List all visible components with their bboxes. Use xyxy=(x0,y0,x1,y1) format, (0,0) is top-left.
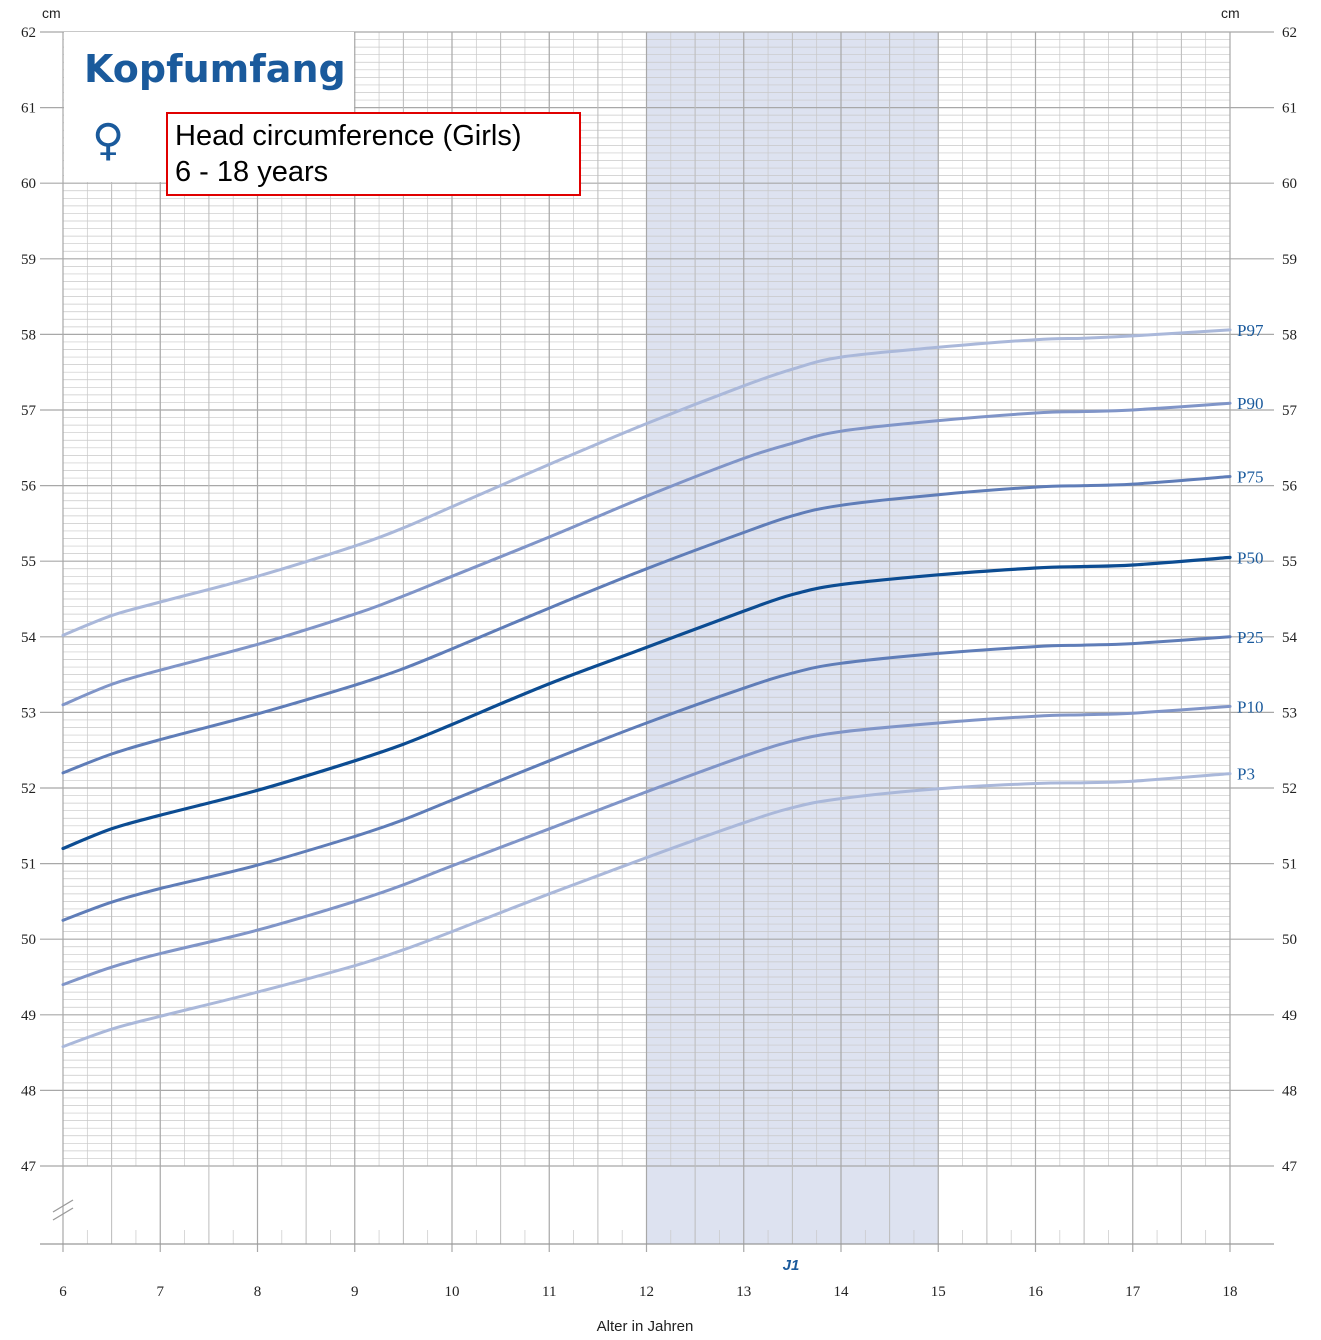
y-tick-label-left: 47 xyxy=(21,1159,37,1175)
percentile-labels: P97 P90 P75 P50 P25 P10 P3 xyxy=(1237,321,1264,784)
x-tick-labels: 6 7 8 9 10 11 12 13 14 15 16 17 18 xyxy=(59,1284,1237,1300)
y-tick-label-left: 50 xyxy=(21,932,36,948)
female-symbol-icon: ♀ xyxy=(92,115,124,166)
y-tick-label-right: 50 xyxy=(1282,932,1297,948)
y-tick-label-left: 54 xyxy=(21,630,37,646)
axis-break-mark xyxy=(52,1199,74,1213)
x-tick-label: 8 xyxy=(254,1284,262,1300)
y-tick-label-left: 49 xyxy=(21,1008,36,1024)
axes xyxy=(40,1199,1274,1245)
y-unit-left: cm xyxy=(42,5,61,21)
y-tick-label-left: 57 xyxy=(21,403,37,419)
y-tick-label-left: 58 xyxy=(21,327,36,343)
y-tick-label-right: 55 xyxy=(1282,554,1297,570)
y-tick-label-right: 57 xyxy=(1282,403,1298,419)
y-tick-label-right: 47 xyxy=(1282,1159,1298,1175)
y-tick-label-left: 59 xyxy=(21,252,36,268)
percentile-line-p97 xyxy=(61,328,1232,637)
x-tick-label: 16 xyxy=(1028,1284,1044,1300)
percentile-line-p75 xyxy=(61,475,1232,775)
x-tick-label: 11 xyxy=(542,1284,556,1300)
y-tick-label-left: 52 xyxy=(21,781,36,797)
major-grid xyxy=(40,31,1274,1252)
note-box xyxy=(166,112,581,196)
percentile-line-p3 xyxy=(61,772,1232,1049)
y-tick-label-right: 51 xyxy=(1282,857,1297,873)
percentile-line-p50 xyxy=(61,555,1232,851)
y-tick-labels: 47 47 48 48 49 49 50 50 51 51 52 52 53 53 54 54 55 55 56 56… xyxy=(21,25,1298,1175)
y-tick-label-left: 60 xyxy=(21,176,36,192)
x-tick-label: 17 xyxy=(1125,1284,1141,1300)
y-tick-label-left: 62 xyxy=(21,25,36,41)
y-tick-label-left: 53 xyxy=(21,705,36,721)
x-tick-label: 15 xyxy=(931,1284,946,1300)
y-tick-label-right: 52 xyxy=(1282,781,1297,797)
y-tick-label-right: 58 xyxy=(1282,327,1297,343)
percentile-label-p97: P97 xyxy=(1237,321,1264,340)
percentile-line-p10 xyxy=(61,704,1232,987)
x-tick-label: 13 xyxy=(736,1284,751,1300)
y-tick-label-right: 59 xyxy=(1282,252,1297,268)
y-tick-label-right: 54 xyxy=(1282,630,1298,646)
x-tick-label: 12 xyxy=(639,1284,654,1300)
y-tick-label-right: 48 xyxy=(1282,1083,1297,1099)
y-tick-label-right: 53 xyxy=(1282,705,1297,721)
y-tick-label-left: 61 xyxy=(21,101,36,117)
x-tick-label: 18 xyxy=(1223,1284,1238,1300)
y-tick-label-left: 48 xyxy=(21,1083,36,1099)
percentile-label-p10: P10 xyxy=(1237,697,1263,716)
note-line-2: 6 - 18 years xyxy=(175,156,328,188)
x-tick-label: 9 xyxy=(351,1284,359,1300)
x-tick-label: 6 xyxy=(59,1284,67,1300)
y-tick-label-right: 56 xyxy=(1282,479,1298,495)
y-tick-label-right: 49 xyxy=(1282,1008,1297,1024)
y-tick-label-left: 51 xyxy=(21,857,36,873)
percentile-label-p90: P90 xyxy=(1237,394,1263,413)
percentile-line-p90 xyxy=(61,401,1232,707)
percentile-label-p75: P75 xyxy=(1237,468,1263,487)
axis-break-mark xyxy=(52,1207,74,1221)
y-tick-label-right: 62 xyxy=(1282,25,1297,41)
chart-title: Kopfumfang xyxy=(84,47,346,91)
percentile-label-p3: P3 xyxy=(1237,765,1255,784)
x-tick-label: 10 xyxy=(445,1284,460,1300)
y-unit-right: cm xyxy=(1221,5,1240,21)
percentile-label-p25: P25 xyxy=(1237,628,1263,647)
x-axis-label: Alter in Jahren xyxy=(597,1318,694,1335)
y-tick-label-right: 60 xyxy=(1282,176,1297,192)
percentile-lines xyxy=(61,328,1232,1049)
percentile-line-p25 xyxy=(61,635,1232,922)
x-tick-label: 14 xyxy=(834,1284,850,1300)
y-tick-label-left: 56 xyxy=(21,479,37,495)
x-tick-label: 7 xyxy=(157,1284,165,1300)
y-tick-label-left: 55 xyxy=(21,554,36,570)
y-tick-label-right: 61 xyxy=(1282,101,1297,117)
band-label: J1 xyxy=(783,1257,800,1274)
note-line-1: Head circumference (Girls) xyxy=(175,120,521,152)
percentile-label-p50: P50 xyxy=(1237,548,1263,567)
